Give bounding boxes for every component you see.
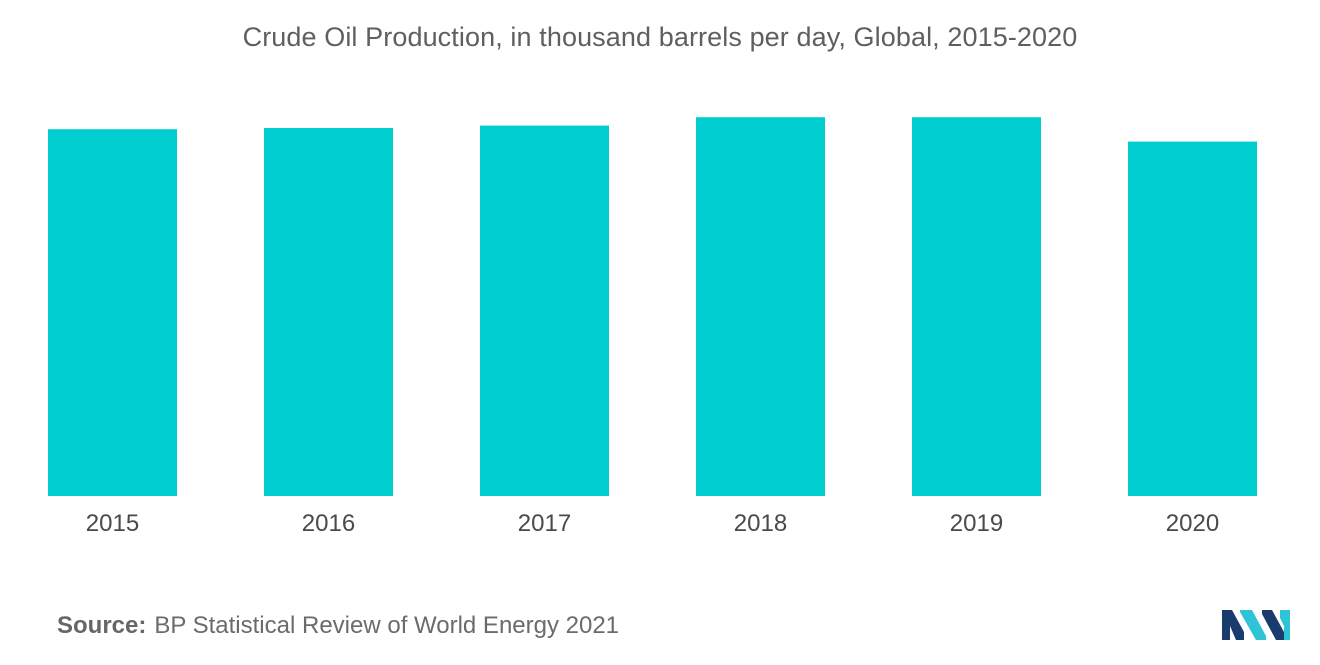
bar-2015 bbox=[48, 129, 177, 496]
x-tick-label-2019: 2019 bbox=[950, 510, 1003, 537]
chart-title: Crude Oil Production, in thousand barrel… bbox=[242, 22, 1078, 52]
source-text: BP Statistical Review of World Energy 20… bbox=[154, 612, 620, 639]
bar-2018 bbox=[696, 117, 825, 496]
bars-group bbox=[48, 117, 1257, 496]
x-tick-label-2018: 2018 bbox=[734, 510, 787, 537]
x-tick-label-2015: 2015 bbox=[86, 510, 139, 537]
bar-2016 bbox=[264, 128, 393, 496]
source-label: Source: bbox=[57, 612, 147, 639]
source-note: Source: BP Statistical Review of World En… bbox=[57, 612, 619, 640]
bar-2017 bbox=[480, 125, 609, 496]
x-tick-label-2017: 2017 bbox=[518, 510, 571, 537]
x-tick-label-2016: 2016 bbox=[302, 510, 355, 537]
mordor-intelligence-logo-icon bbox=[1222, 610, 1290, 640]
x-tick-label-2020: 2020 bbox=[1166, 510, 1219, 537]
bar-2019 bbox=[912, 117, 1041, 496]
x-axis-tick-labels: 2015 2016 2017 2018 2019 2020 bbox=[86, 510, 1219, 537]
bar-2020 bbox=[1128, 141, 1257, 496]
